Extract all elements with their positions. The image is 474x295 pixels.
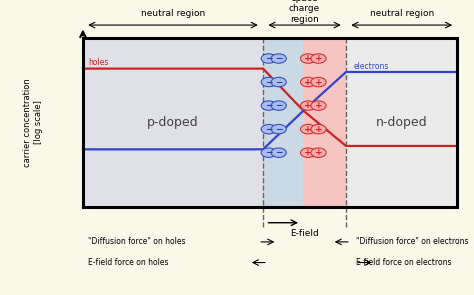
Text: "Diffusion force" on holes: "Diffusion force" on holes — [88, 237, 185, 246]
Text: neutral region: neutral region — [141, 9, 205, 18]
Text: electrons: electrons — [353, 61, 389, 71]
Text: E-field: E-field — [290, 229, 319, 238]
Text: +: + — [315, 101, 322, 110]
Text: −: − — [265, 125, 273, 134]
Text: space
charge
region: space charge region — [289, 0, 320, 24]
Bar — [303, 38, 346, 206]
Text: n-doped: n-doped — [376, 116, 428, 129]
Text: +: + — [304, 125, 312, 134]
Text: −: − — [275, 148, 283, 157]
Circle shape — [271, 54, 286, 63]
Circle shape — [261, 124, 276, 134]
Text: −: − — [265, 148, 273, 157]
Text: −: − — [265, 78, 273, 86]
Text: −: − — [275, 78, 283, 86]
Circle shape — [301, 77, 316, 87]
Circle shape — [301, 148, 316, 158]
Text: −: − — [275, 125, 283, 134]
Circle shape — [311, 77, 326, 87]
Circle shape — [261, 77, 276, 87]
Text: E-field force on holes: E-field force on holes — [88, 258, 168, 267]
Text: p-doped: p-doped — [147, 116, 199, 129]
Circle shape — [271, 124, 286, 134]
Text: −: − — [265, 54, 273, 63]
Circle shape — [261, 54, 276, 63]
Text: +: + — [304, 78, 312, 86]
Text: +: + — [315, 125, 322, 134]
Text: E-field force on electrons: E-field force on electrons — [356, 258, 451, 267]
Circle shape — [311, 148, 326, 158]
Bar — [83, 38, 457, 206]
Circle shape — [261, 101, 276, 110]
Bar — [346, 38, 457, 206]
Text: holes: holes — [89, 58, 109, 67]
Circle shape — [301, 124, 316, 134]
Circle shape — [301, 101, 316, 110]
Text: neutral region: neutral region — [370, 9, 434, 18]
Text: "Diffusion force" on electrons: "Diffusion force" on electrons — [356, 237, 468, 246]
Text: +: + — [315, 78, 322, 86]
Text: +: + — [315, 54, 322, 63]
Text: +: + — [304, 101, 312, 110]
Circle shape — [311, 101, 326, 110]
Text: +: + — [315, 148, 322, 157]
Circle shape — [301, 54, 316, 63]
Bar — [263, 38, 303, 206]
Circle shape — [311, 54, 326, 63]
Circle shape — [271, 101, 286, 110]
Text: −: − — [265, 101, 273, 110]
Text: carrier concentration
[log scale]: carrier concentration [log scale] — [24, 78, 43, 167]
Text: +: + — [304, 54, 312, 63]
Circle shape — [261, 148, 276, 158]
Bar — [83, 38, 263, 206]
Text: −: − — [275, 54, 283, 63]
Circle shape — [271, 148, 286, 158]
Text: −: − — [275, 101, 283, 110]
Circle shape — [311, 124, 326, 134]
Text: +: + — [304, 148, 312, 157]
Circle shape — [271, 77, 286, 87]
